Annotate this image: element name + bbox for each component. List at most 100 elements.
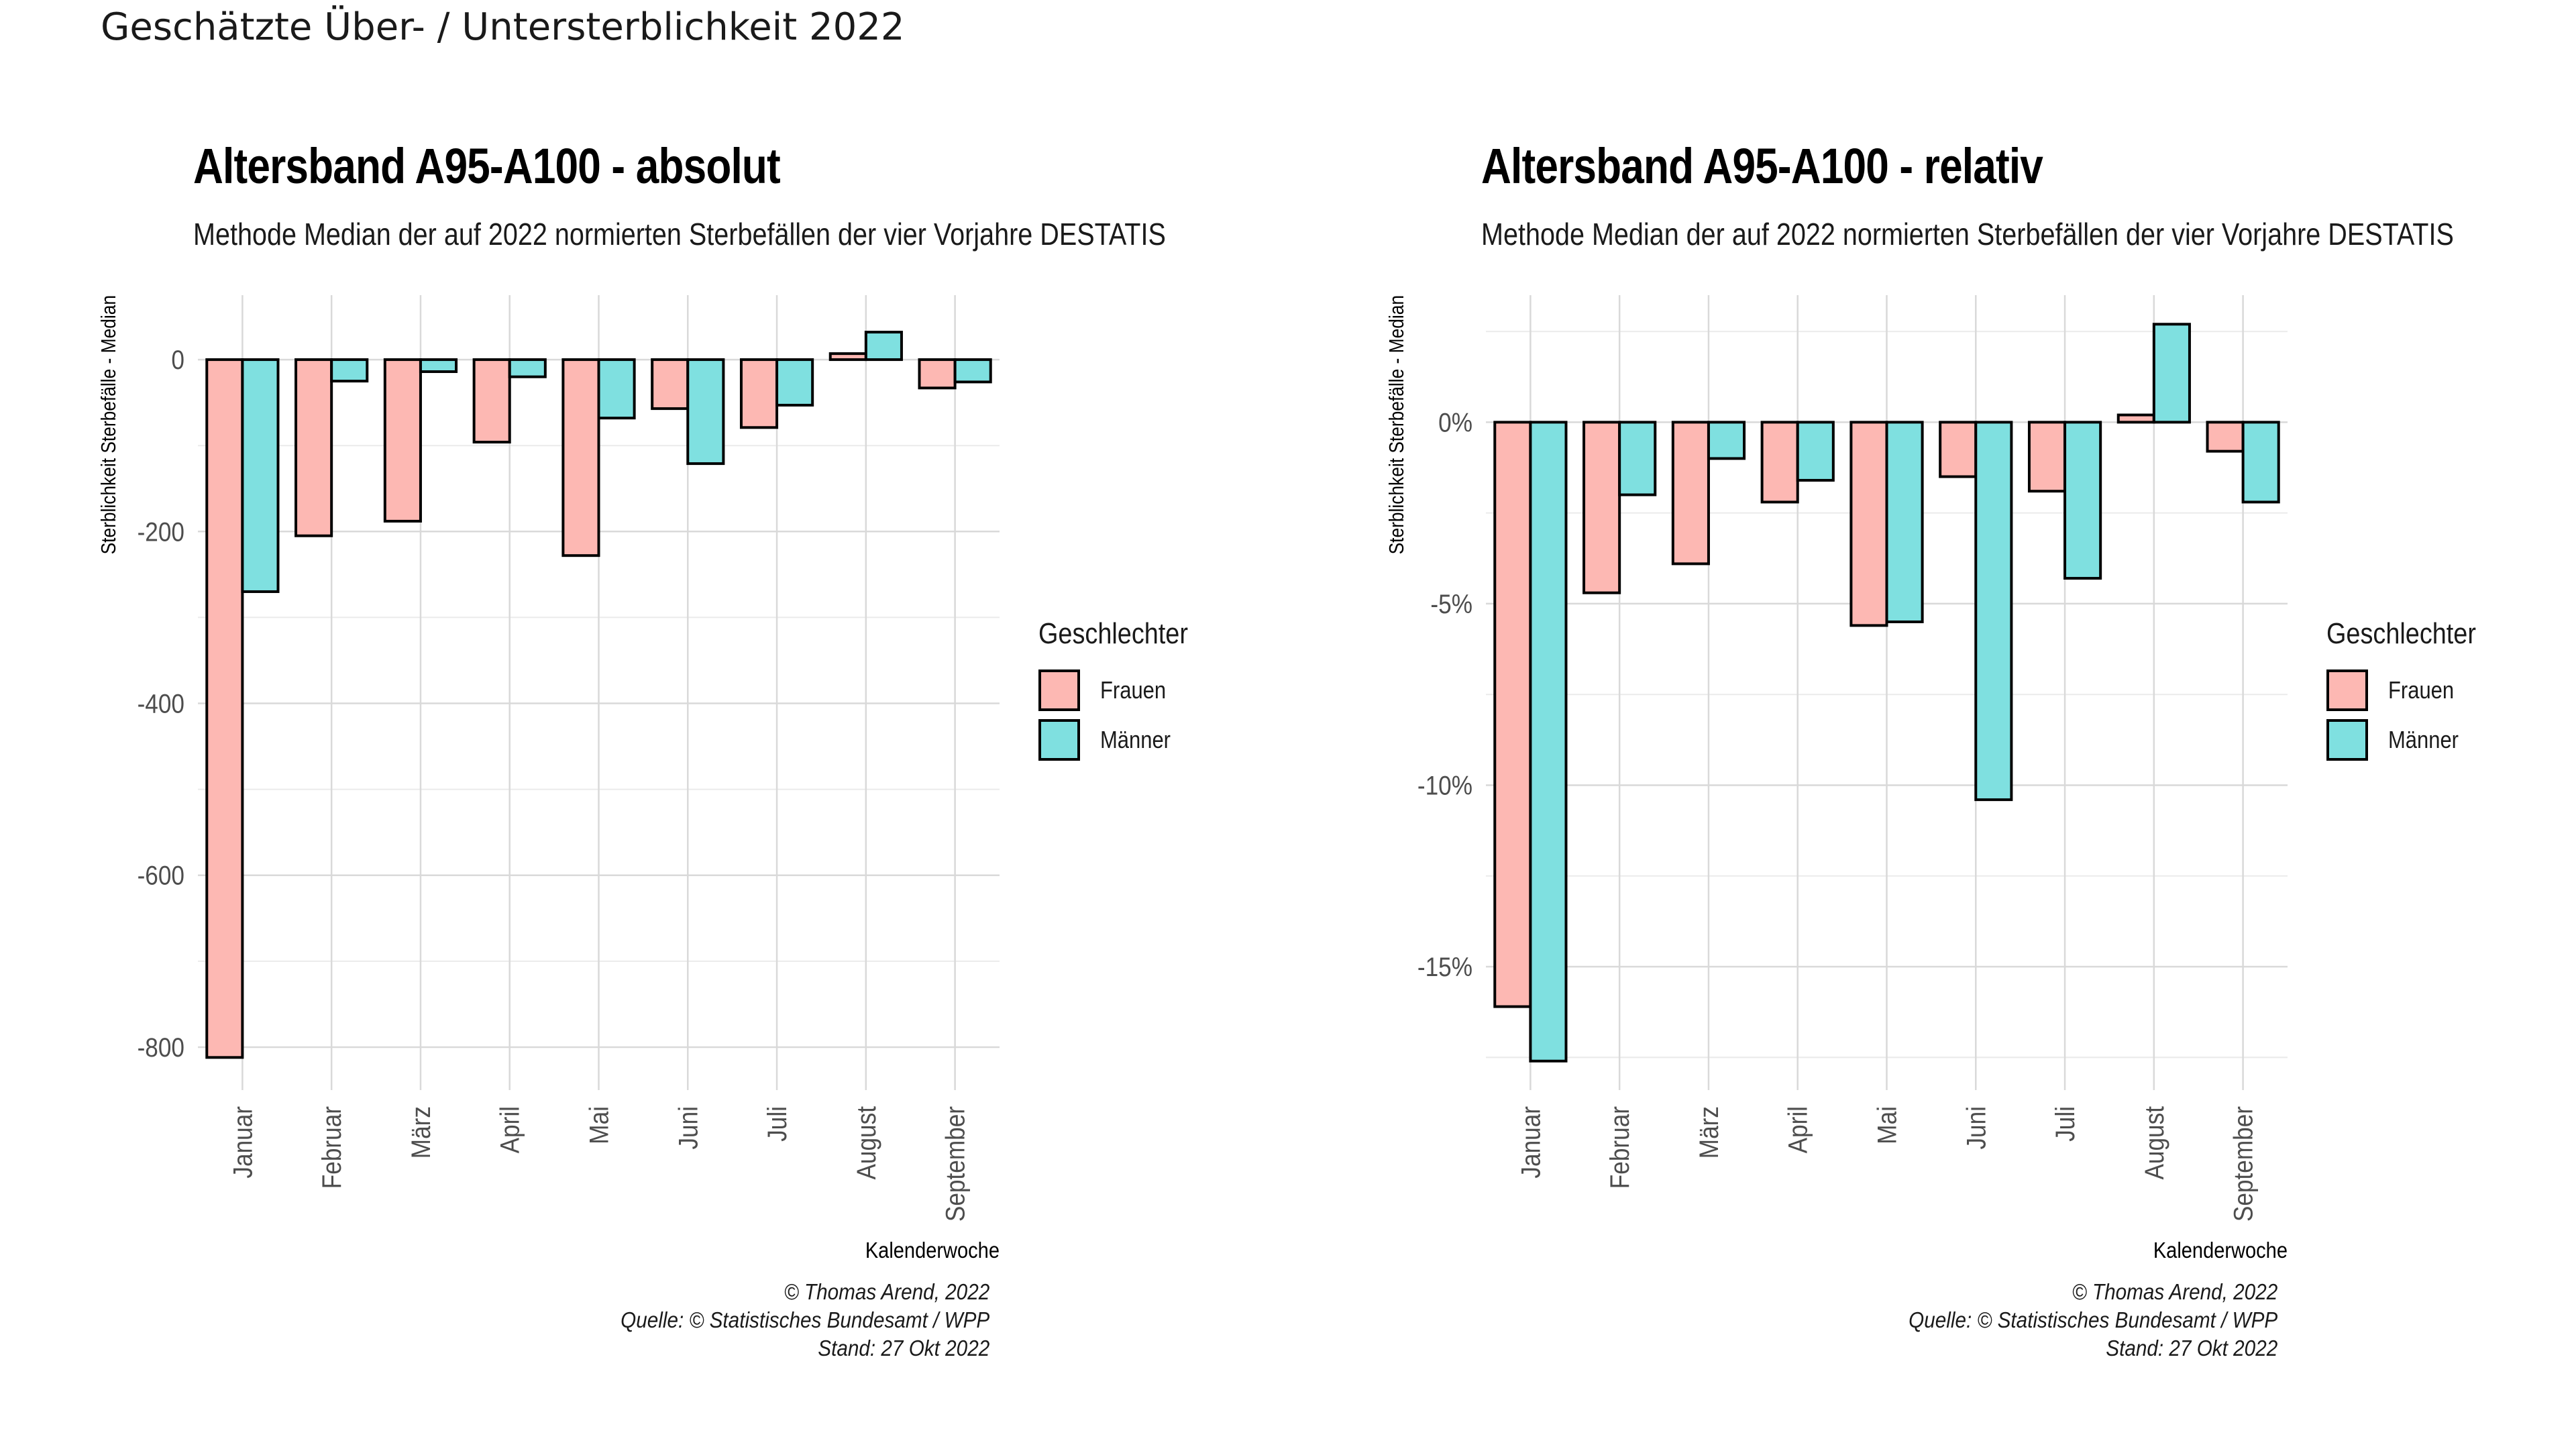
- caption-date: Stand: 27 Okt 2022: [2106, 1336, 2277, 1360]
- bar-maenner-september: [953, 358, 992, 384]
- legend-item-frauen: Frauen: [1038, 665, 1212, 715]
- legend-title: Geschlechter: [1038, 617, 1188, 650]
- bar-frauen-maerz: [1671, 421, 1710, 566]
- bar-frauen-januar: [205, 358, 244, 1059]
- bar-maenner-februar: [1618, 421, 1657, 496]
- x-tick-label: Januar: [1515, 1106, 1546, 1179]
- bar-frauen-juli: [739, 358, 779, 429]
- caption: © Thomas Arend, 2022 Quelle: © Statistis…: [580, 1278, 989, 1362]
- chart-subtitle: Methode Median der auf 2022 normierten S…: [193, 217, 1166, 252]
- bar-maenner-maerz: [419, 358, 458, 374]
- chart-panel-absolute: Altersband A95-A100 - absolut Methode Me…: [97, 138, 1212, 1362]
- y-tick-label: -10%: [1417, 770, 1472, 800]
- bar-maenner-juli: [2063, 421, 2102, 580]
- x-tick-label: Juni: [1961, 1106, 1991, 1150]
- legend-key-frauen: [2326, 669, 2368, 711]
- bar-frauen-maerz: [383, 358, 422, 523]
- caption-copyright: © Thomas Arend, 2022: [784, 1279, 989, 1304]
- x-tick-label: August: [851, 1106, 881, 1180]
- bar-maenner-januar: [241, 358, 280, 593]
- x-tick-label: Juli: [2050, 1106, 2080, 1142]
- bar-maenner-januar: [1529, 421, 1568, 1063]
- bar-frauen-juni: [1939, 421, 1978, 478]
- bar-frauen-september: [2206, 421, 2245, 453]
- chart-panel-relative: Altersband A95-A100 - relativ Methode Me…: [1288, 0, 2576, 1449]
- legend-key-frauen: [1038, 669, 1080, 711]
- x-tick-label: September: [2229, 1106, 2259, 1222]
- bar-maenner-april: [1796, 421, 1835, 482]
- bar-maenner-mai: [1885, 421, 1924, 623]
- legend-item-frauen: Frauen: [2326, 665, 2500, 715]
- x-tick-label: September: [941, 1106, 971, 1222]
- caption-date: Stand: 27 Okt 2022: [818, 1336, 989, 1360]
- legend-label-maenner: Männer: [2388, 726, 2459, 753]
- x-tick-label: Januar: [227, 1106, 258, 1179]
- y-tick-label: -800: [138, 1032, 184, 1063]
- x-axis-title: Kalenderwoche: [865, 1238, 1000, 1263]
- bar-frauen-mai: [1849, 421, 1888, 627]
- bar-maenner-september: [2241, 421, 2280, 504]
- bar-frauen-februar: [1582, 421, 1621, 594]
- caption-copyright: © Thomas Arend, 2022: [2072, 1279, 2277, 1304]
- bar-frauen-februar: [294, 358, 333, 537]
- y-tick-label: -15%: [1417, 952, 1472, 982]
- bar-maenner-juni: [1974, 421, 2013, 802]
- y-tick-label: 0: [171, 345, 184, 375]
- x-tick-label: Juni: [673, 1106, 703, 1150]
- legend-label-maenner: Männer: [1100, 726, 1171, 753]
- y-tick-label: -400: [138, 688, 184, 718]
- y-axis-title: Sterblichkeit Sterbefälle - Median: [97, 295, 120, 554]
- x-tick-label: Mai: [1872, 1106, 1902, 1144]
- chart-title: Altersband A95-A100 - relativ: [1481, 138, 2043, 194]
- bar-maenner-april: [508, 358, 547, 378]
- bar-maenner-juni: [686, 358, 725, 466]
- y-axis-title: Sterblichkeit Sterbefälle - Median: [1385, 295, 1408, 554]
- legend-item-maenner: Männer: [2326, 715, 2500, 765]
- legend: Geschlechter Frauen Männer: [1038, 617, 1212, 765]
- y-tick-label: 0%: [1438, 407, 1472, 437]
- bar-frauen-juni: [651, 358, 690, 411]
- chart-title: Altersband A95-A100 - absolut: [193, 138, 781, 194]
- bar-frauen-april: [1760, 421, 1799, 504]
- x-axis-title: Kalenderwoche: [2153, 1238, 2288, 1263]
- x-tick-label: August: [2139, 1106, 2169, 1180]
- bar-maenner-februar: [330, 358, 369, 383]
- y-tick-label: -5%: [1430, 589, 1472, 619]
- legend-key-maenner: [2326, 719, 2368, 761]
- chart-subtitle: Methode Median der auf 2022 normierten S…: [1481, 217, 2454, 252]
- bar-frauen-april: [472, 358, 511, 444]
- bar-maenner-juli: [775, 358, 814, 407]
- legend: Geschlechter Frauen Männer: [2326, 617, 2500, 765]
- caption-source: Quelle: © Statistisches Bundesamt / WPP: [1908, 1307, 2277, 1332]
- y-tick-label: -600: [138, 861, 184, 891]
- legend-title: Geschlechter: [2326, 617, 2476, 650]
- y-tick-label: -200: [138, 517, 184, 547]
- x-tick-label: Februar: [317, 1106, 347, 1189]
- bar-frauen-januar: [1493, 421, 1532, 1008]
- x-tick-label: März: [406, 1106, 436, 1159]
- legend-label-frauen: Frauen: [1100, 676, 1167, 704]
- bar-maenner-august: [2152, 323, 2191, 424]
- bars: [1493, 323, 2280, 1063]
- legend-item-maenner: Männer: [1038, 715, 1212, 765]
- bar-frauen-september: [918, 358, 957, 390]
- legend-key-maenner: [1038, 719, 1080, 761]
- x-tick-label: Februar: [1605, 1106, 1635, 1189]
- bar-maenner-mai: [597, 358, 636, 420]
- legend-label-frauen: Frauen: [2388, 676, 2455, 704]
- caption: © Thomas Arend, 2022 Quelle: © Statistis…: [1868, 1278, 2277, 1362]
- x-tick-label: Mai: [584, 1106, 614, 1144]
- page-title: Geschätzte Über- / Untersterblichkeit 20…: [101, 5, 905, 49]
- bar-chart-relative: 0% -5% -10% -15% Januar Februar März April Mai Ju…: [1385, 295, 2288, 1263]
- bar-chart-absolute: 0 -200 -400 -600 -800 Januar Februar März April M…: [97, 295, 1000, 1263]
- x-tick-label: April: [1783, 1106, 1813, 1153]
- x-tick-label: April: [495, 1106, 525, 1153]
- bar-maenner-august: [864, 331, 903, 362]
- x-tick-label: Juli: [762, 1106, 792, 1142]
- bar-frauen-august: [828, 352, 867, 362]
- caption-source: Quelle: © Statistisches Bundesamt / WPP: [620, 1307, 989, 1332]
- x-tick-label: März: [1694, 1106, 1724, 1159]
- bar-frauen-mai: [561, 358, 600, 557]
- bar-frauen-juli: [2027, 421, 2067, 493]
- bars: [205, 331, 992, 1059]
